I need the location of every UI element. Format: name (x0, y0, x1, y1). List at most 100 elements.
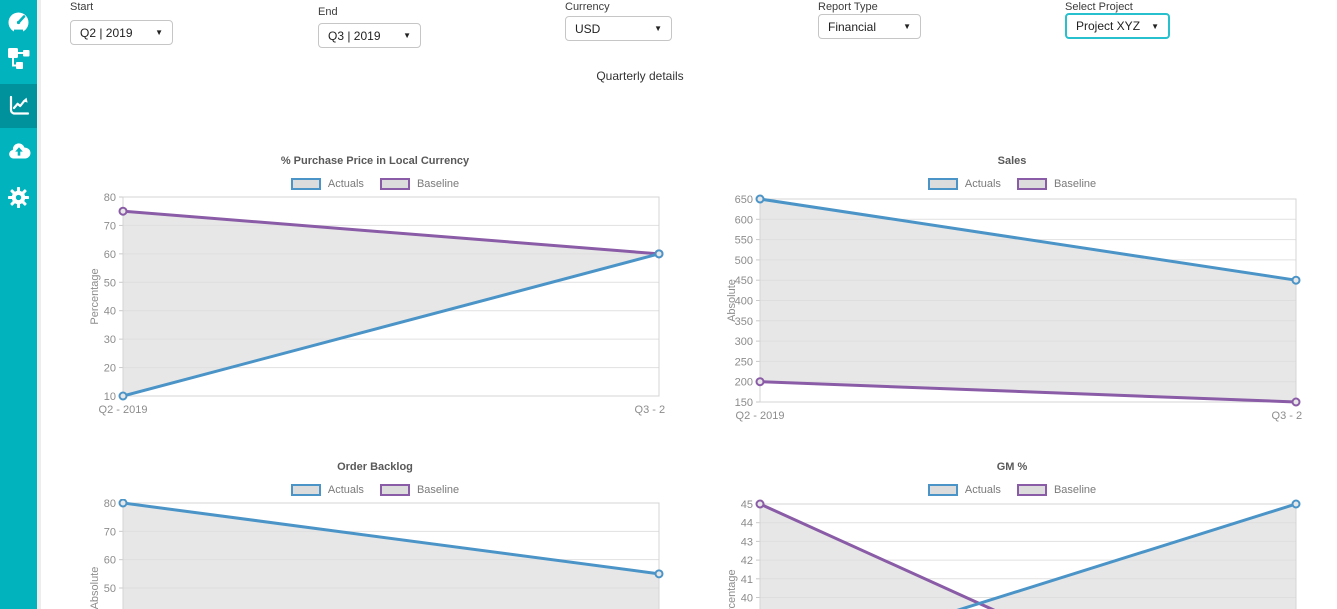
filter-start: Start Q2 | 2019 ▼ (70, 1, 173, 45)
legend-item-actuals[interactable]: Actuals (290, 484, 364, 496)
currency-select[interactable]: USD ▼ (565, 16, 672, 41)
sidebar-item-dashboard[interactable] (7, 9, 30, 35)
svg-text:60: 60 (104, 249, 116, 261)
svg-text:Percentage: Percentage (726, 569, 738, 609)
section-title: Quarterly details (596, 69, 684, 83)
chart-legend: Actuals Baseline (722, 177, 1302, 191)
filter-currency: Currency USD ▼ (565, 1, 672, 41)
sidebar-item-analytics[interactable] (0, 84, 37, 128)
chart-plot: 650 600 550 500 450 400 350 300 250 200 150 Absolut… (722, 193, 1302, 428)
svg-text:44: 44 (741, 518, 753, 530)
dropdown-caret-icon: ▼ (654, 24, 662, 33)
svg-text:300: 300 (735, 336, 753, 348)
svg-text:80: 80 (104, 499, 116, 510)
svg-text:70: 70 (104, 526, 116, 538)
sidebar-divider (37, 0, 41, 609)
legend-item-baseline[interactable]: Baseline (1016, 178, 1096, 190)
gear-icon (7, 186, 30, 208)
currency-label: Currency (565, 1, 610, 13)
chart-order-backlog: Order Backlog Actuals Baseline 807060504… (85, 456, 665, 609)
baseline-swatch-icon (379, 484, 410, 496)
baseline-swatch-icon (379, 178, 410, 190)
svg-text:80: 80 (104, 193, 116, 204)
svg-text:20: 20 (104, 363, 116, 375)
chart-plot: 4544434241403938373635PercentageQ2 - 201… (722, 499, 1302, 609)
sidebar-item-workflow[interactable] (7, 46, 30, 70)
report-type-select[interactable]: Financial ▼ (818, 14, 921, 39)
svg-text:400: 400 (735, 296, 753, 308)
cloud-upload-icon (8, 143, 30, 159)
svg-text:10: 10 (104, 391, 116, 403)
svg-text:Absolute: Absolute (726, 279, 738, 322)
legend-item-actuals[interactable]: Actuals (290, 178, 364, 190)
baseline-swatch-icon (1016, 178, 1047, 190)
actuals-swatch-icon (927, 484, 958, 496)
baseline-swatch-icon (1016, 484, 1047, 496)
svg-text:Percentage: Percentage (89, 268, 101, 324)
svg-text:250: 250 (735, 356, 753, 368)
chart-plot: 80 70 60 50 40 30 20 10 Percentage Q2 - 2019 Q3 - … (85, 193, 665, 422)
dashboard-icon (8, 12, 29, 33)
dropdown-caret-icon: ▼ (155, 28, 163, 37)
svg-text:200: 200 (735, 377, 753, 389)
sidebar (0, 0, 37, 609)
svg-text:650: 650 (735, 194, 753, 206)
chart-legend: Actuals Baseline (722, 483, 1302, 497)
svg-text:Absolute: Absolute (89, 567, 101, 609)
legend-item-baseline[interactable]: Baseline (1016, 484, 1096, 496)
dropdown-caret-icon: ▼ (1151, 21, 1159, 31)
end-select-value: Q3 | 2019 (328, 28, 381, 43)
actuals-swatch-icon (927, 178, 958, 190)
chart-title: % Purchase Price in Local Currency (280, 155, 470, 167)
svg-text:41: 41 (741, 574, 753, 586)
svg-text:50: 50 (104, 583, 116, 595)
svg-text:60: 60 (104, 555, 116, 567)
chart-sales: Sales Actuals Baseline 650 600 550 500 450 40… (722, 150, 1302, 428)
filter-end: End Q3 | 2019 ▼ (318, 6, 421, 48)
currency-select-value: USD (575, 21, 601, 36)
report-type-label: Report Type (818, 1, 878, 13)
report-type-select-value: Financial (828, 19, 877, 34)
chart-legend: Actuals Baseline (85, 177, 665, 191)
svg-text:45: 45 (741, 499, 753, 511)
chart-purchase-price: % Purchase Price in Local Currency Actua… (85, 150, 665, 422)
end-label: End (318, 6, 338, 18)
chart-title: Sales (997, 155, 1027, 167)
end-select[interactable]: Q3 | 2019 ▼ (318, 23, 421, 48)
chart-title: GM % (996, 461, 1028, 473)
svg-text:70: 70 (104, 220, 116, 232)
svg-text:30: 30 (104, 334, 116, 346)
line-chart-icon (9, 95, 29, 115)
actuals-swatch-icon (290, 484, 321, 496)
legend-item-baseline[interactable]: Baseline (379, 178, 459, 190)
svg-text:500: 500 (735, 255, 753, 267)
project-select-value: Project XYZ (1076, 19, 1141, 33)
svg-text:350: 350 (735, 316, 753, 328)
svg-text:40: 40 (741, 593, 753, 605)
svg-text:Q2 - 2019: Q2 - 2019 (99, 404, 148, 416)
svg-text:Q3 - 2019: Q3 - 2019 (635, 404, 665, 416)
chart-title: Order Backlog (337, 461, 413, 473)
sidebar-item-settings[interactable] (7, 185, 30, 209)
legend-item-actuals[interactable]: Actuals (927, 178, 1001, 190)
svg-text:450: 450 (735, 275, 753, 287)
workflow-icon (8, 47, 30, 69)
svg-text:Q2 - 2019: Q2 - 2019 (736, 410, 785, 422)
svg-text:150: 150 (735, 397, 753, 409)
svg-text:43: 43 (741, 536, 753, 548)
svg-text:40: 40 (104, 306, 116, 318)
legend-item-baseline[interactable]: Baseline (379, 484, 459, 496)
sidebar-item-upload[interactable] (7, 140, 31, 164)
dropdown-caret-icon: ▼ (903, 22, 911, 31)
start-select-value: Q2 | 2019 (80, 25, 133, 40)
project-select[interactable]: Project XYZ ▼ (1065, 13, 1170, 39)
chart-gm-percent: GM % Actuals Baseline 454443424140393837… (722, 456, 1302, 609)
svg-text:42: 42 (741, 555, 753, 567)
start-select[interactable]: Q2 | 2019 ▼ (70, 20, 173, 45)
actuals-swatch-icon (290, 178, 321, 190)
legend-item-actuals[interactable]: Actuals (927, 484, 1001, 496)
chart-legend: Actuals Baseline (85, 483, 665, 497)
filter-report-type: Report Type Financial ▼ (818, 1, 921, 39)
